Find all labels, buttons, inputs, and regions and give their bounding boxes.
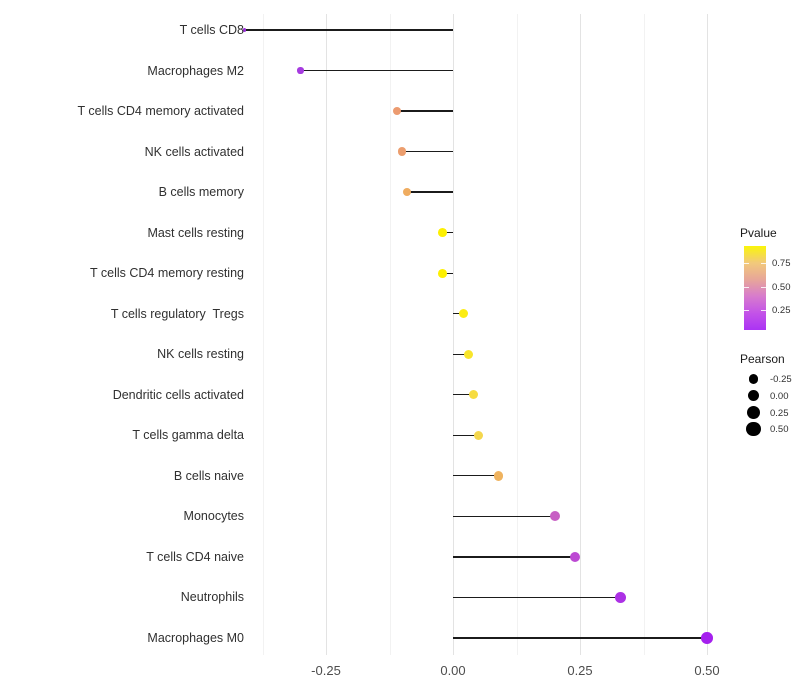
- x-axis-tick-label: 0.00: [440, 663, 466, 678]
- data-point-dot[interactable]: [473, 430, 484, 440]
- minor-gridline: [262, 14, 264, 655]
- minor-gridline: [516, 14, 518, 655]
- y-axis-label: T cells CD4 memory activated: [77, 104, 245, 119]
- pearson-size-legend-dot: [747, 406, 760, 419]
- y-axis-label: Macrophages M2: [147, 63, 244, 78]
- major-gridline: [453, 14, 454, 655]
- lollipop-stem: [300, 69, 453, 72]
- minor-gridline: [389, 14, 391, 655]
- lollipop-stem: [407, 191, 453, 193]
- pearson-legend-title: Pearson: [740, 352, 785, 366]
- data-point-dot[interactable]: [615, 591, 627, 603]
- data-point-dot[interactable]: [243, 28, 247, 32]
- lollipop-stem: [442, 232, 453, 234]
- y-axis-label: Mast cells resting: [147, 225, 244, 240]
- pvalue-legend-title: Pvalue: [740, 226, 777, 240]
- y-axis-label: Monocytes: [183, 509, 244, 524]
- pearson-size-legend-dot: [748, 374, 759, 384]
- plot-panel: [240, 14, 718, 655]
- data-point-dot[interactable]: [403, 187, 412, 197]
- data-point-dot[interactable]: [297, 67, 304, 74]
- pvalue-bar-tick: [744, 263, 749, 264]
- data-point-dot[interactable]: [438, 268, 448, 278]
- pearson-size-legend-dot: [746, 422, 761, 437]
- lollipop-stem: [244, 29, 453, 31]
- major-gridline: [326, 14, 327, 655]
- data-point-dot[interactable]: [701, 632, 713, 644]
- minor-gridline: [643, 14, 645, 655]
- x-axis-tick-label: 0.25: [567, 663, 593, 678]
- lollipop-stem: [402, 150, 453, 153]
- lollipop-stem: [453, 475, 499, 477]
- lollipop-stem: [453, 556, 575, 558]
- lollipop-stem: [453, 637, 707, 639]
- y-axis-label: Macrophages M0: [147, 630, 244, 645]
- x-axis-tick-label: -0.25: [311, 663, 341, 678]
- pearson-size-legend-dot: [747, 389, 760, 402]
- data-point-dot[interactable]: [549, 511, 560, 522]
- y-axis-label: T cells CD4 naive: [146, 549, 244, 564]
- data-point-dot[interactable]: [438, 228, 448, 238]
- y-axis-label: Neutrophils: [180, 590, 244, 605]
- pvalue-bar-tick: [761, 286, 766, 288]
- y-axis-label: B cells memory: [158, 185, 244, 200]
- pvalue-tick-label: 0.50: [772, 281, 791, 293]
- lollipop-stem: [453, 353, 469, 355]
- data-point-dot[interactable]: [569, 551, 581, 563]
- data-point-dot[interactable]: [463, 349, 473, 359]
- major-gridline: [580, 14, 581, 655]
- pvalue-tick-label: 0.25: [772, 305, 791, 316]
- lollipop-stem: [453, 313, 464, 315]
- lollipop-stem: [453, 515, 555, 517]
- pearson-size-legend-label: 0.00: [770, 390, 789, 402]
- y-axis-label: T cells CD4 memory resting: [90, 266, 244, 281]
- data-point-dot[interactable]: [468, 390, 478, 400]
- y-axis-label: T cells regulatory Tregs: [110, 306, 244, 321]
- pearson-size-legend-label: 0.25: [770, 407, 789, 419]
- pearson-size-legend-label: -0.25: [770, 374, 792, 385]
- pvalue-bar-tick: [761, 310, 766, 311]
- lollipop-stem: [397, 110, 453, 112]
- pvalue-bar-tick: [744, 310, 749, 311]
- lollipop-stem: [453, 394, 474, 396]
- y-axis-label: Dendritic cells activated: [112, 387, 244, 402]
- pearson-size-legend-label: 0.50: [770, 424, 789, 436]
- y-axis-label: T cells gamma delta: [132, 428, 244, 443]
- y-axis-label: NK cells resting: [157, 347, 244, 362]
- pvalue-bar-tick: [761, 263, 766, 264]
- pvalue-gradient-bar: [744, 246, 766, 330]
- y-axis-label: B cells naive: [173, 468, 244, 483]
- data-point-dot[interactable]: [393, 106, 402, 116]
- y-axis-label: NK cells activated: [144, 144, 244, 159]
- data-point-dot[interactable]: [493, 471, 504, 481]
- data-point-dot[interactable]: [458, 309, 468, 319]
- x-axis-tick-label: 0.50: [694, 663, 720, 678]
- lollipop-stem: [442, 272, 453, 274]
- data-point-dot[interactable]: [398, 147, 407, 156]
- lollipop-stem: [453, 434, 479, 436]
- major-gridline: [707, 14, 708, 655]
- lollipop-stem: [453, 596, 621, 599]
- y-axis-label: T cells CD8: [179, 23, 244, 37]
- pvalue-bar-tick: [744, 286, 749, 288]
- pvalue-tick-label: 0.75: [772, 258, 791, 269]
